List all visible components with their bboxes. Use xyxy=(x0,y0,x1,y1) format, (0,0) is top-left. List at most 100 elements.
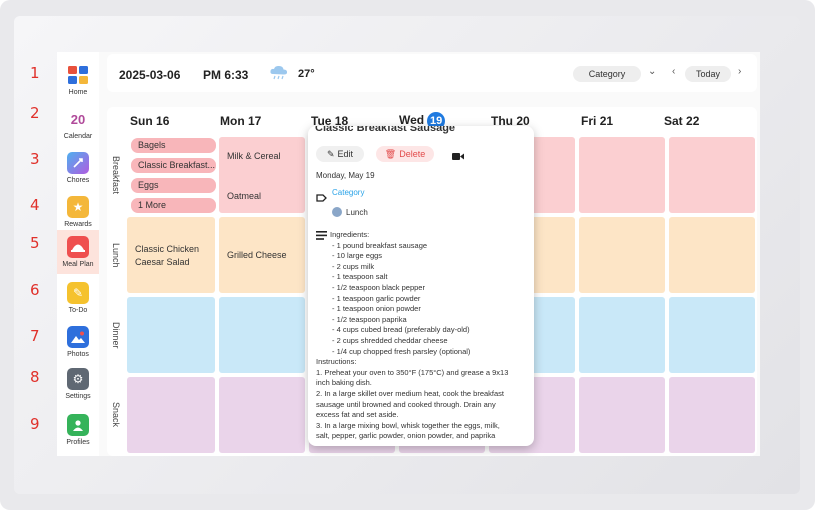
more-meals-chip[interactable]: 1 More xyxy=(131,198,216,213)
current-date: 2025-03-06 xyxy=(119,68,181,82)
video-icon[interactable] xyxy=(452,148,464,160)
cell-sun-snack[interactable] xyxy=(127,377,215,453)
cell-sun-lunch[interactable]: Classic Chicken Caesar Salad xyxy=(127,217,215,293)
day-name: Tue xyxy=(311,114,332,128)
ingredient-item: - 1/2 teaspoon paprika xyxy=(332,314,407,324)
day-name: Mon xyxy=(220,114,245,128)
ingredient-item: - 1 teaspoon garlic powder xyxy=(332,293,421,303)
temperature: 27° xyxy=(298,68,315,80)
notes-icon xyxy=(316,227,327,240)
day-name: Sun xyxy=(130,114,153,128)
delete-label: Delete xyxy=(399,149,426,159)
instructions-header: Instructions: xyxy=(316,357,357,367)
day-header-thu: Thu 20 xyxy=(491,114,530,128)
ingredient-item: - 2 cups milk xyxy=(332,261,375,271)
ingredient-item: - 2 cups shredded cheddar cheese xyxy=(332,335,448,345)
row-label-snack: Snack xyxy=(111,402,121,428)
sidebar-label-rewards: Rewards xyxy=(64,221,92,228)
meal-grilled-cheese[interactable]: Grilled Cheese xyxy=(227,250,287,260)
cell-mon-snack[interactable] xyxy=(219,377,305,453)
sidebar-item-meal-plan[interactable]: Meal Plan xyxy=(57,230,99,274)
ingredient-item: - 1/2 teaspoon black pepper xyxy=(332,282,425,292)
sidebar-item-home[interactable]: Home xyxy=(57,58,99,102)
sidebar-label-home: Home xyxy=(68,89,88,96)
cell-fri-snack[interactable] xyxy=(579,377,665,453)
delete-button[interactable]: 🗑 Delete xyxy=(376,146,434,162)
sidebar-item-settings[interactable]: ⚙ Settings xyxy=(57,362,99,406)
app-screen: Home 20 Calendar Chores ★ Rewards Meal P… xyxy=(57,52,760,456)
pencil-icon: ✎ xyxy=(67,282,89,304)
ingredients-header: Ingredients: xyxy=(330,230,370,239)
current-time: PM 6:33 xyxy=(203,68,249,82)
sidebar-item-calendar[interactable]: 20 Calendar xyxy=(57,102,99,146)
cell-sat-breakfast[interactable] xyxy=(669,137,755,213)
sidebar-item-chores[interactable]: Chores xyxy=(57,146,99,190)
popup-category-link[interactable]: Category xyxy=(332,188,365,197)
day-header-sun: Sun 16 xyxy=(130,114,169,128)
cell-mon-dinner[interactable] xyxy=(219,297,305,373)
popup-title: Classic Breakfast Sausage xyxy=(315,126,456,134)
meal-plan-icon xyxy=(67,236,89,258)
today-button[interactable]: Today xyxy=(685,66,731,82)
chevron-left-icon[interactable]: ‹ xyxy=(672,66,676,77)
marker-8: 8 xyxy=(30,368,40,386)
sidebar-label-profiles: Profiles xyxy=(66,439,90,446)
edit-button[interactable]: ✎ Edit xyxy=(316,146,364,162)
cell-sun-dinner[interactable] xyxy=(127,297,215,373)
meal-type-icon xyxy=(332,207,342,217)
sidebar-label-todo: To-Do xyxy=(68,307,88,314)
cell-fri-breakfast[interactable] xyxy=(579,137,665,213)
cell-mon-lunch[interactable]: Grilled Cheese xyxy=(219,217,305,293)
marker-3: 3 xyxy=(30,150,40,168)
meal-chip-bagels[interactable]: Bagels xyxy=(131,138,216,153)
sidebar-item-todo[interactable]: ✎ To-Do xyxy=(57,276,99,320)
day-header-wed: Wed 19 xyxy=(399,112,446,130)
rain-cloud-icon xyxy=(269,65,289,81)
chevron-down-icon[interactable]: ⌄ xyxy=(648,66,657,77)
marker-1: 1 xyxy=(30,64,40,82)
photos-icon xyxy=(67,326,89,348)
sidebar-label-meal-plan: Meal Plan xyxy=(62,261,94,268)
chevron-right-icon[interactable]: › xyxy=(738,66,742,77)
instruction-step: 2. In a large skillet over medium heat, … xyxy=(316,388,505,420)
marker-7: 7 xyxy=(30,327,40,345)
ingredient-item: - 4 cups cubed bread (preferably day-old… xyxy=(332,325,470,335)
marker-5: 5 xyxy=(30,234,40,252)
ingredient-item: - 1 teaspoon onion powder xyxy=(332,304,421,314)
profile-icon xyxy=(67,414,89,436)
tag-icon xyxy=(316,189,327,202)
row-label-dinner: Dinner xyxy=(111,321,121,349)
cell-sat-dinner[interactable] xyxy=(669,297,755,373)
sidebar-label-settings: Settings xyxy=(65,393,91,400)
sidebar: Home 20 Calendar Chores ★ Rewards Meal P… xyxy=(57,52,99,456)
cell-mon-breakfast[interactable]: Milk & Cereal Oatmeal xyxy=(219,137,305,213)
today-badge: 19 xyxy=(427,112,446,130)
day-num: 21 xyxy=(599,114,614,128)
cell-sat-snack[interactable] xyxy=(669,377,755,453)
marker-2: 2 xyxy=(30,104,40,122)
cell-fri-dinner[interactable] xyxy=(579,297,665,373)
home-grid-icon xyxy=(67,64,89,86)
meal-milk-cereal[interactable]: Milk & Cereal xyxy=(227,151,281,161)
meal-chip-classic-breakfast[interactable]: Classic Breakfast... xyxy=(131,158,216,173)
cell-fri-lunch[interactable] xyxy=(579,217,665,293)
meal-chip-eggs[interactable]: Eggs xyxy=(131,178,216,193)
category-filter-button[interactable]: Category xyxy=(573,66,641,82)
edit-label: Edit xyxy=(337,149,354,159)
day-num: 18 xyxy=(334,114,349,128)
meal-oatmeal[interactable]: Oatmeal xyxy=(227,191,262,201)
calendar-date-badge: 20 xyxy=(70,111,86,127)
day-header-sat: Sat 22 xyxy=(664,114,699,128)
cell-sun-breakfast[interactable]: Bagels Classic Breakfast... Eggs 1 More xyxy=(127,137,216,213)
top-bar: 2025-03-06 PM 6:33 27° Category ⌄ ‹ Toda… xyxy=(107,54,757,92)
sidebar-item-rewards[interactable]: ★ Rewards xyxy=(57,190,99,234)
sidebar-item-profiles[interactable]: Profiles xyxy=(57,408,99,452)
meal-detail-popup: Classic Breakfast Sausage ✎ Edit 🗑 Delete … xyxy=(308,126,534,446)
sidebar-item-photos[interactable]: Photos xyxy=(57,320,99,364)
meal-caesar-salad[interactable]: Classic Chicken Caesar Salad xyxy=(135,244,200,267)
ingredient-item: - 1 pound breakfast sausage xyxy=(332,240,428,250)
marker-6: 6 xyxy=(30,281,40,299)
row-label-lunch: Lunch xyxy=(111,242,121,268)
day-num: 16 xyxy=(156,114,170,128)
cell-sat-lunch[interactable] xyxy=(669,217,755,293)
